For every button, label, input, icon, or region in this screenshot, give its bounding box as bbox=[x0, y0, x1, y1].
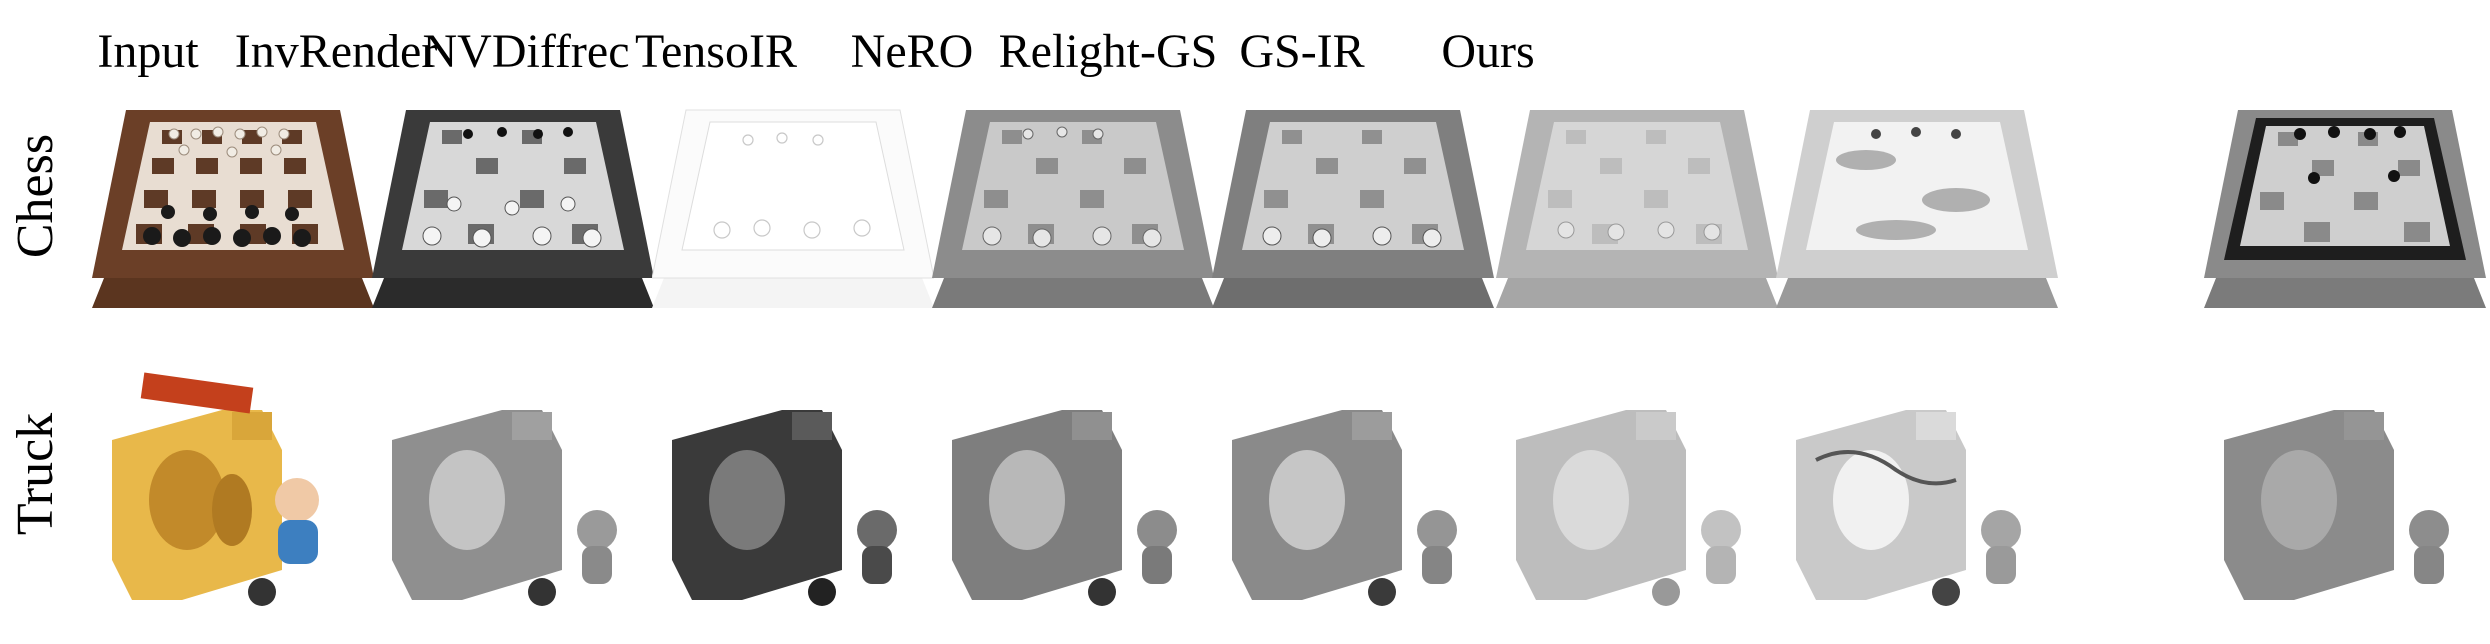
chess-relight-gs-image bbox=[1496, 100, 1778, 310]
column-header-relight-gs: Relight-GS bbox=[998, 25, 1218, 78]
chess-nero-image bbox=[1212, 100, 1494, 310]
row-label-truck: Truck bbox=[7, 412, 64, 536]
chess-tensoir-image bbox=[932, 100, 1214, 310]
chess-invrender-image bbox=[372, 100, 654, 310]
column-header-nvdiffrec: NVDiffrec bbox=[422, 25, 630, 78]
truck-input-image bbox=[92, 370, 374, 620]
truck-nero-image bbox=[1212, 370, 1494, 620]
chess-gs-ir-image bbox=[1776, 100, 2058, 310]
column-header-invrender: InvRender bbox=[234, 25, 438, 78]
truck-nvdiffrec-image bbox=[652, 370, 934, 620]
truck-invrender-image bbox=[372, 370, 654, 620]
column-header-tensoir: TensoIR bbox=[635, 25, 797, 78]
column-header-ours: Ours bbox=[1441, 25, 1535, 78]
column-header-gs-ir: GS-IR bbox=[1239, 25, 1365, 78]
column-header-input: Input bbox=[97, 25, 199, 78]
truck-gs-ir-image bbox=[1776, 370, 2058, 620]
truck-ours-image bbox=[2204, 370, 2486, 620]
truck-tensoir-image bbox=[932, 370, 1214, 620]
chess-input-image bbox=[92, 100, 374, 310]
row-label-chess: Chess bbox=[7, 133, 64, 259]
truck-relight-gs-image bbox=[1496, 370, 1778, 620]
column-header-nero: NeRO bbox=[850, 25, 974, 78]
chess-ours-image bbox=[2204, 100, 2486, 310]
chess-nvdiffrec-image bbox=[652, 100, 934, 310]
